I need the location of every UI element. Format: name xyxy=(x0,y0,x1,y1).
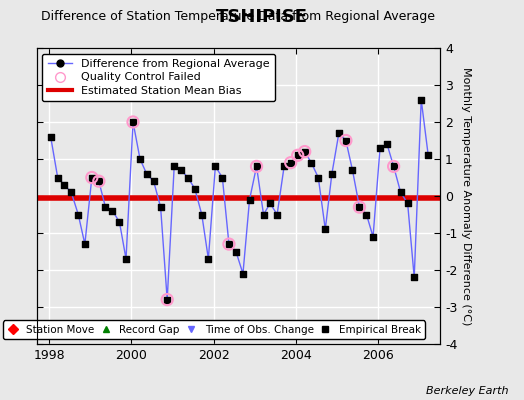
Point xyxy=(314,174,322,181)
Point xyxy=(389,163,398,170)
Point xyxy=(342,137,350,144)
Point xyxy=(47,134,55,140)
Point xyxy=(424,152,432,158)
Point xyxy=(369,234,377,240)
Point xyxy=(108,208,117,214)
Point xyxy=(163,296,171,303)
Point xyxy=(122,256,130,262)
Point xyxy=(362,211,370,218)
Point xyxy=(191,186,199,192)
Text: Berkeley Earth: Berkeley Earth xyxy=(426,386,508,396)
Point xyxy=(300,148,309,155)
Point xyxy=(293,152,302,158)
Point xyxy=(321,226,330,232)
Point xyxy=(170,163,178,170)
Point xyxy=(95,178,103,184)
Point xyxy=(101,204,110,210)
Point xyxy=(266,200,274,206)
Point xyxy=(211,163,220,170)
Point xyxy=(253,163,261,170)
Point xyxy=(225,241,233,247)
Point xyxy=(198,211,206,218)
Y-axis label: Monthly Temperature Anomaly Difference (°C): Monthly Temperature Anomaly Difference (… xyxy=(461,67,471,325)
Point xyxy=(335,130,343,136)
Point xyxy=(143,170,151,177)
Point xyxy=(355,204,364,210)
Point xyxy=(280,163,288,170)
Point xyxy=(232,248,240,255)
Point xyxy=(300,148,309,155)
Point xyxy=(355,204,364,210)
Point xyxy=(183,174,192,181)
Point xyxy=(74,211,82,218)
Point xyxy=(81,241,89,247)
Point xyxy=(287,160,295,166)
Point xyxy=(163,296,171,303)
Point xyxy=(342,137,350,144)
Point xyxy=(376,145,384,151)
Point xyxy=(273,211,281,218)
Point xyxy=(328,170,336,177)
Point xyxy=(397,189,405,196)
Point xyxy=(239,270,247,277)
Point xyxy=(60,182,69,188)
Legend: Station Move, Record Gap, Time of Obs. Change, Empirical Break: Station Move, Record Gap, Time of Obs. C… xyxy=(3,320,425,339)
Point xyxy=(129,119,137,125)
Point xyxy=(245,196,254,203)
Point xyxy=(204,256,213,262)
Point xyxy=(253,163,261,170)
Point xyxy=(177,167,185,173)
Point xyxy=(403,200,412,206)
Title: Difference of Station Temperature Data from Regional Average: Difference of Station Temperature Data f… xyxy=(41,10,435,23)
Point xyxy=(287,160,295,166)
Point xyxy=(293,152,302,158)
Point xyxy=(156,204,165,210)
Point xyxy=(389,163,398,170)
Point xyxy=(136,156,144,162)
Point xyxy=(410,274,418,281)
Point xyxy=(115,219,124,225)
Point xyxy=(417,97,425,103)
Point xyxy=(149,178,158,184)
Point xyxy=(383,141,391,147)
Point xyxy=(225,241,233,247)
Point xyxy=(88,174,96,181)
Point xyxy=(259,211,268,218)
Point xyxy=(307,160,315,166)
Text: TSHIPISE: TSHIPISE xyxy=(216,8,308,26)
Point xyxy=(348,167,357,173)
Point xyxy=(53,174,62,181)
Point xyxy=(129,119,137,125)
Point xyxy=(218,174,226,181)
Point xyxy=(95,178,103,184)
Point xyxy=(88,174,96,181)
Point xyxy=(67,189,75,196)
